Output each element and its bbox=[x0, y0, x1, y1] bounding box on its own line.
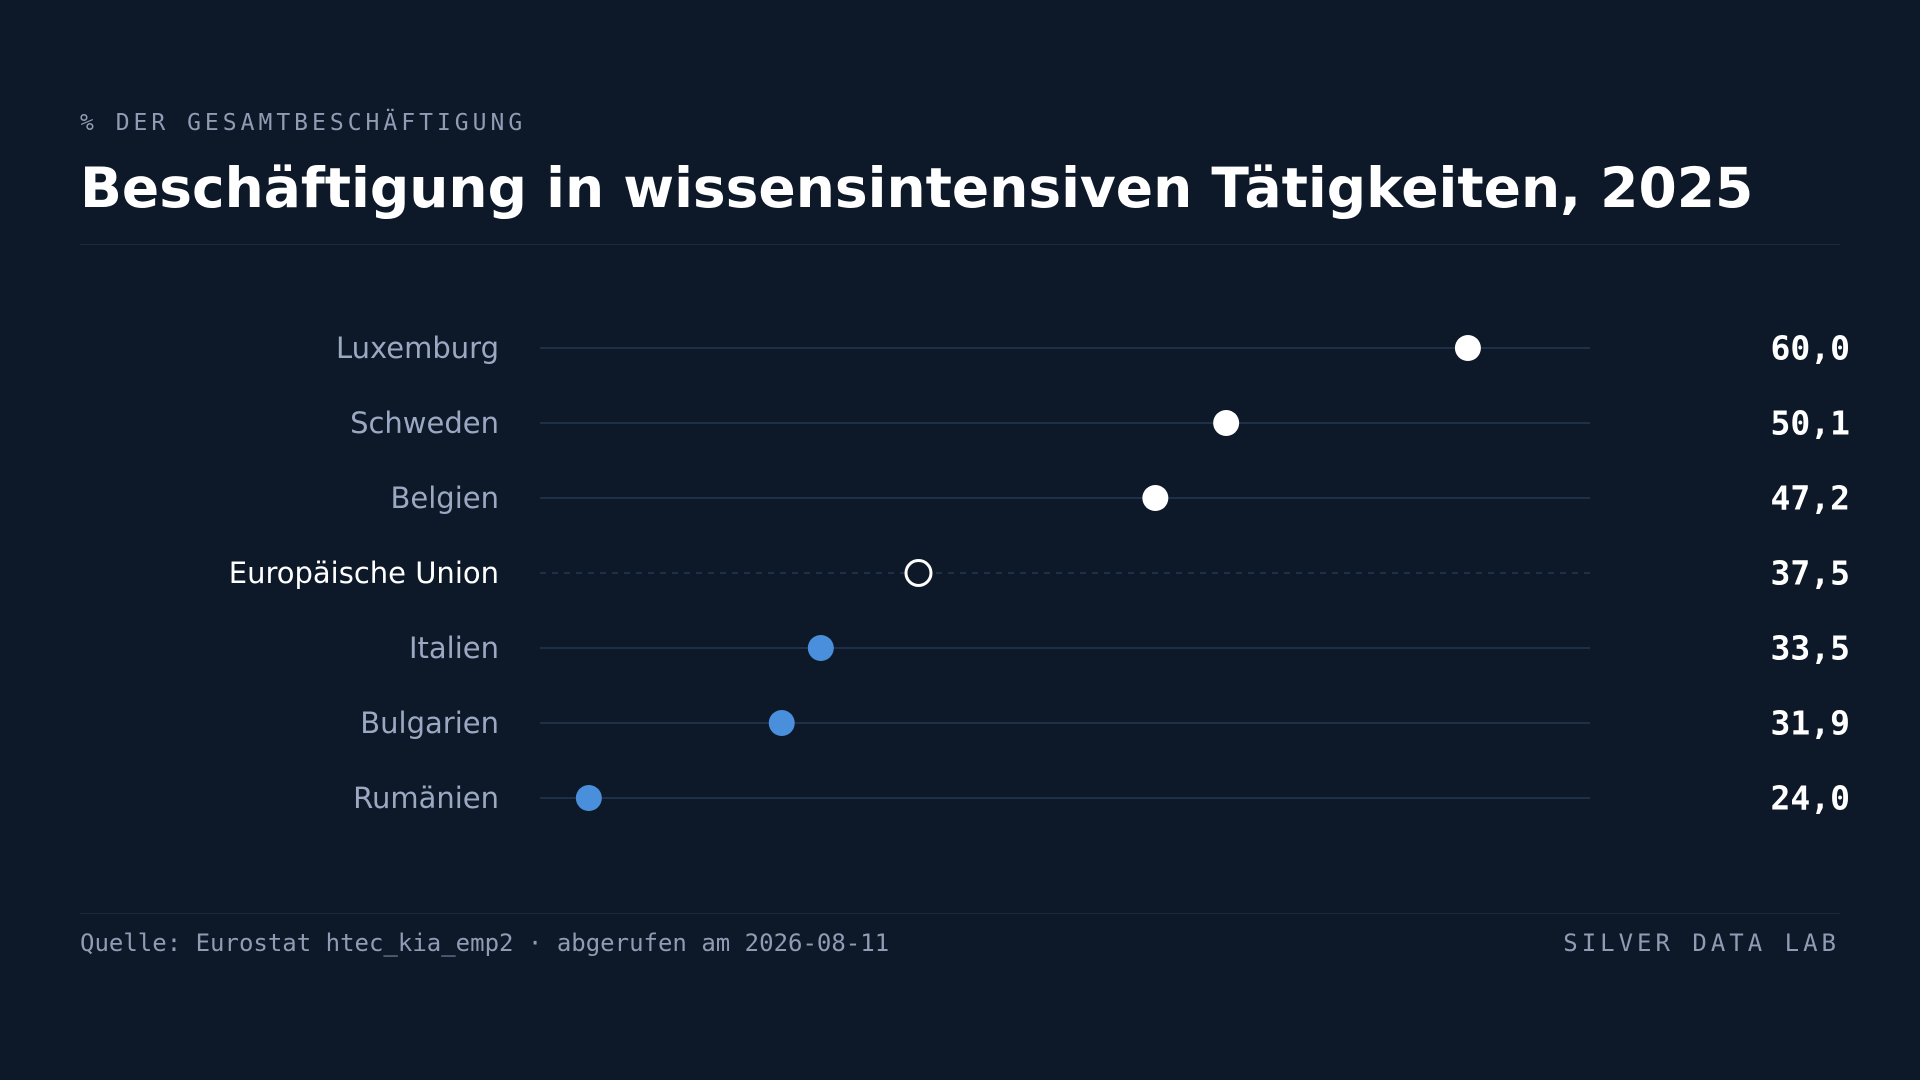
value-label: 50,1 bbox=[1771, 404, 1850, 443]
header-divider bbox=[80, 244, 1840, 245]
source-note: Quelle: Eurostat htec_kia_emp2 · abgeruf… bbox=[80, 929, 890, 957]
category-label: Rumänien bbox=[353, 781, 499, 815]
data-point bbox=[768, 710, 795, 736]
value-label: 31,9 bbox=[1771, 704, 1850, 743]
category-label: Bulgarien bbox=[360, 706, 499, 740]
category-label: Belgien bbox=[391, 481, 499, 515]
category-label: Schweden bbox=[350, 406, 499, 440]
chart-kicker: % DER GESAMTBESCHÄFTIGUNG bbox=[80, 110, 527, 136]
data-point bbox=[1213, 410, 1240, 436]
footer-divider bbox=[80, 913, 1840, 914]
category-label: Italien bbox=[409, 631, 499, 665]
data-point bbox=[575, 785, 602, 811]
category-label: Luxemburg bbox=[336, 331, 499, 365]
value-label: 47,2 bbox=[1771, 479, 1850, 518]
category-label: Europäische Union bbox=[229, 556, 499, 590]
reference-marker bbox=[904, 559, 933, 587]
data-point bbox=[1142, 485, 1169, 511]
data-point bbox=[807, 635, 834, 661]
value-label: 33,5 bbox=[1771, 629, 1850, 668]
chart-title: Beschäftigung in wissensintensiven Tätig… bbox=[80, 156, 1754, 220]
value-label: 24,0 bbox=[1771, 779, 1850, 818]
value-label: 60,0 bbox=[1771, 329, 1850, 368]
brand-label: SILVER DATA LAB bbox=[1563, 929, 1840, 957]
data-point bbox=[1454, 335, 1481, 361]
value-label: 37,5 bbox=[1771, 554, 1850, 593]
